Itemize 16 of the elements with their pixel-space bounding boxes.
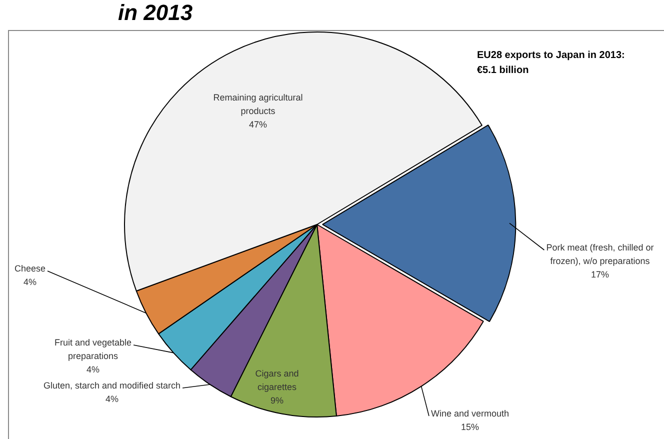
- slice-label: Cigars and cigarettes: [255, 368, 299, 392]
- text: EU28 exports to Japan in 2013: €5.1 billion: [477, 49, 625, 78]
- data-label: 17%: [590, 269, 610, 280]
- slice-label: Cheese: [14, 263, 46, 274]
- data-label: 15%: [460, 422, 480, 432]
- chart-title: in 2013: [118, 0, 193, 26]
- slice-label: Pork meat (fresh, chilled or frozen), w/o preparations: [546, 242, 654, 266]
- slice-label: Wine and vermouth: [430, 408, 510, 418]
- data-label: 4%: [105, 394, 119, 404]
- data-label: 47%: [248, 119, 268, 130]
- slice-label: Fruit and vegetable preparations: [54, 337, 132, 361]
- data-label: 9%: [270, 395, 284, 406]
- slice-label: Remaining agricultural products: [213, 92, 303, 116]
- data-label: 4%: [23, 276, 37, 287]
- data-label: 4%: [86, 364, 100, 374]
- slice-label: Gluten, starch and modified starch: [43, 380, 181, 390]
